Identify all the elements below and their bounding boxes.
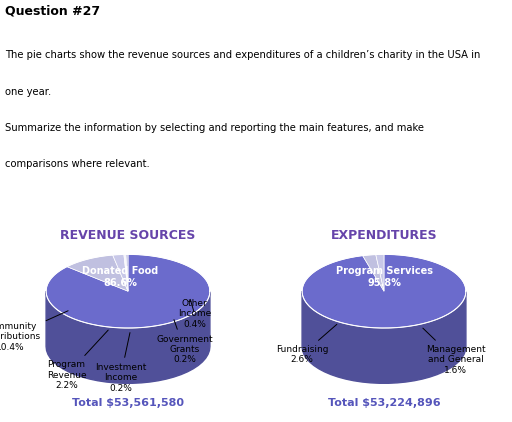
Polygon shape	[124, 254, 128, 291]
Polygon shape	[376, 254, 384, 291]
Text: one year.: one year.	[5, 87, 51, 97]
Text: Government
Grants
0.2%: Government Grants 0.2%	[156, 319, 212, 365]
Text: Other
Income
0.4%: Other Income 0.4%	[178, 299, 211, 329]
Polygon shape	[302, 291, 466, 383]
Text: EXPENDITURES: EXPENDITURES	[331, 229, 437, 241]
Polygon shape	[362, 254, 384, 291]
Text: comparisons where relevant.: comparisons where relevant.	[5, 159, 150, 169]
Text: The pie charts show the revenue sources and expenditures of a children’s charity: The pie charts show the revenue sources …	[5, 50, 480, 60]
Text: Total $53,224,896: Total $53,224,896	[328, 398, 440, 408]
Text: Summarize the information by selecting and reporting the main features, and make: Summarize the information by selecting a…	[5, 123, 424, 133]
Text: Fundraising
2.6%: Fundraising 2.6%	[276, 325, 337, 364]
Polygon shape	[126, 254, 128, 291]
Polygon shape	[46, 291, 210, 383]
Polygon shape	[113, 254, 128, 291]
Polygon shape	[67, 255, 128, 291]
Text: REVENUE SOURCES: REVENUE SOURCES	[60, 229, 196, 241]
Text: Total $53,561,580: Total $53,561,580	[72, 398, 184, 408]
Text: Community
Contributions
10.4%: Community Contributions 10.4%	[0, 311, 68, 352]
Text: Donated Food
86.6%: Donated Food 86.6%	[82, 266, 158, 288]
Polygon shape	[125, 254, 128, 291]
Text: Question #27: Question #27	[5, 4, 100, 17]
Polygon shape	[46, 254, 210, 328]
Text: Program
Revenue
2.2%: Program Revenue 2.2%	[47, 330, 108, 390]
Text: Investment
Income
0.2%: Investment Income 0.2%	[95, 333, 146, 392]
Text: Management
and General
1.6%: Management and General 1.6%	[423, 328, 485, 375]
Text: Program Services
95.8%: Program Services 95.8%	[335, 266, 433, 288]
Polygon shape	[302, 254, 466, 328]
